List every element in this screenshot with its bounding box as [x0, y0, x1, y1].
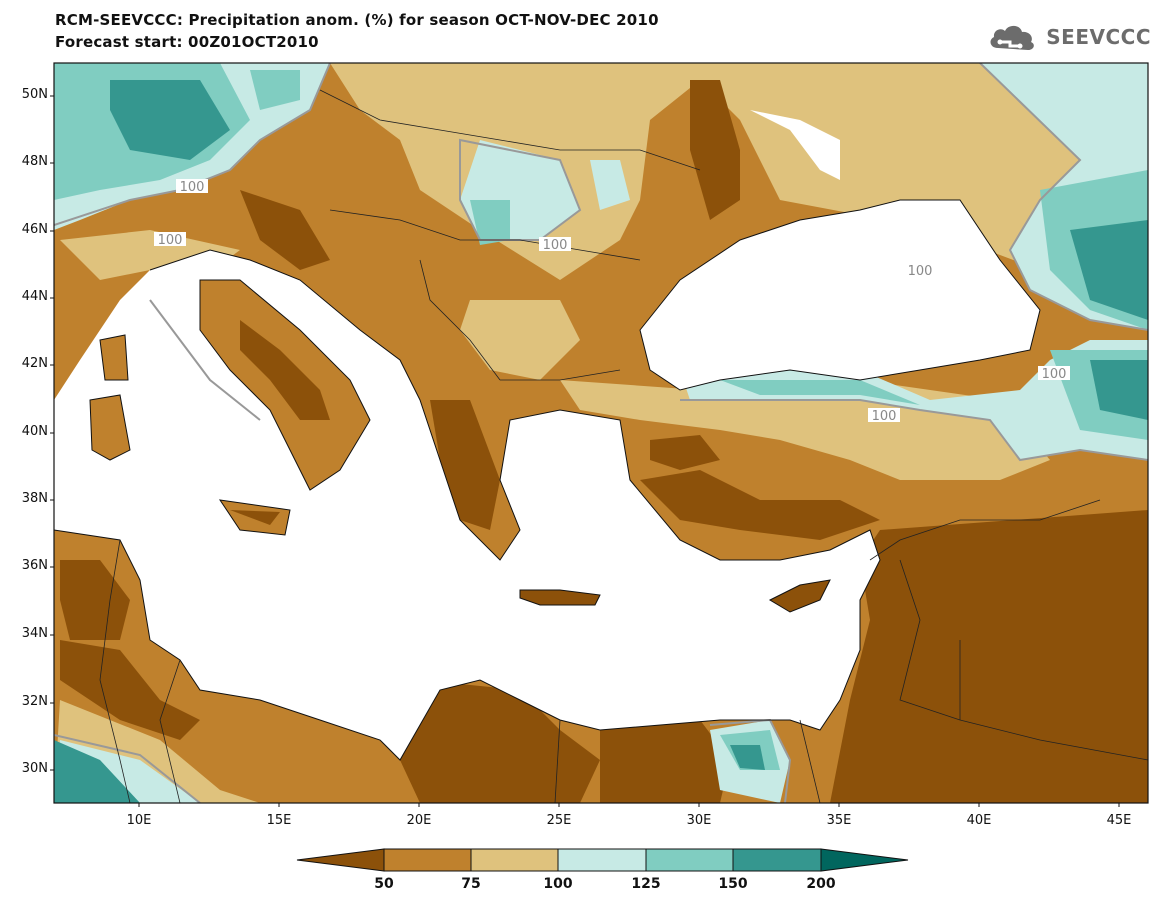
very-dry-algeria	[60, 560, 130, 640]
very-dry-greece	[430, 400, 500, 530]
lat-label: 50N	[21, 87, 48, 102]
colorbar-tick-label: 200	[806, 876, 836, 892]
lat-label: 46N	[21, 222, 48, 237]
lon-label: 20E	[406, 813, 432, 828]
wet-hungary	[470, 200, 510, 245]
lon-label: 45E	[1106, 813, 1132, 828]
slightly-wet-moldova	[590, 160, 630, 210]
lon-label: 35E	[826, 813, 852, 828]
colorbar-tick-label: 150	[718, 876, 748, 892]
contour-label: 100	[158, 233, 183, 248]
map-title: RCM-SEEVCCC: Precipitation anom. (%) for…	[55, 11, 659, 29]
contour-labels: 100 100 100 100 100 100	[154, 179, 1070, 424]
coastlines	[54, 199, 1041, 761]
colorbar-swatch	[383, 848, 472, 872]
colorbar	[296, 848, 909, 872]
contour-label: 100	[180, 180, 205, 195]
colorbar-swatch	[557, 848, 647, 872]
colorbar-swatch	[296, 848, 385, 872]
colorbar-tick-label: 125	[631, 876, 661, 892]
contour-label: 100	[543, 238, 568, 253]
lat-label: 44N	[21, 289, 48, 304]
wet-poland	[250, 70, 300, 110]
colorbar-swatch	[470, 848, 559, 872]
very-wet-libya-south	[54, 740, 140, 803]
lon-label: 30E	[686, 813, 712, 828]
very-wet-germany	[110, 80, 230, 160]
forecast-start: Forecast start: 00Z01OCT2010	[55, 33, 319, 51]
very-dry-ukraine	[690, 80, 740, 220]
lon-label: 15E	[266, 813, 292, 828]
colorbar-tick-label: 50	[374, 876, 394, 892]
contour-label: 100	[908, 264, 933, 279]
seevccc-logo: SEEVCCC	[986, 20, 1151, 54]
colorbar-tick-label: 100	[543, 876, 573, 892]
colorbar-swatch	[820, 848, 909, 872]
very-dry-anatolia-south	[640, 470, 880, 540]
colorbar-swatch	[732, 848, 822, 872]
lat-label: 34N	[21, 626, 48, 641]
very-dry-middle-east	[830, 510, 1148, 803]
sardinia	[90, 395, 130, 460]
very-dry-anatolia-west	[650, 435, 720, 470]
italy-apennines	[240, 320, 330, 420]
very-wet-russia-south	[1070, 220, 1148, 320]
lat-label: 32N	[21, 694, 48, 709]
very-dry-tunisia	[60, 640, 200, 740]
lat-label: 48N	[21, 154, 48, 169]
contour-label: 100	[872, 409, 897, 424]
lat-label: 36N	[21, 558, 48, 573]
map-fields: 100 100 100 100 100 100	[54, 63, 1148, 803]
lon-label: 40E	[966, 813, 992, 828]
contour-label: 100	[1042, 367, 1067, 382]
sicily-interior	[230, 510, 280, 525]
country-borders	[99, 89, 1148, 803]
very-dry-libya	[400, 680, 600, 803]
lat-label: 40N	[21, 424, 48, 439]
very-dry-egypt	[600, 720, 730, 803]
lat-label: 38N	[21, 491, 48, 506]
very-wet-delta	[730, 745, 765, 770]
colorbar-tick-label: 75	[461, 876, 481, 892]
cloud-icon	[990, 25, 1035, 50]
lon-label: 25E	[546, 813, 572, 828]
logo-text: SEEVCCC	[1046, 25, 1151, 49]
sea-of-azov-gap	[750, 110, 840, 180]
cyprus	[770, 580, 830, 612]
lat-label: 30N	[21, 761, 48, 776]
lat-label: 42N	[21, 356, 48, 371]
colorbar-swatch	[645, 848, 734, 872]
corsica	[100, 335, 128, 380]
axis-ticks	[50, 95, 1120, 807]
slightly-dry-balkans	[460, 300, 580, 380]
very-dry-croatia	[240, 190, 330, 270]
very-wet-caucasus	[1090, 360, 1148, 420]
wet-black-sea-coast	[720, 380, 920, 405]
lon-label: 10E	[126, 813, 152, 828]
crete	[520, 590, 600, 605]
black-sea	[640, 200, 1040, 390]
